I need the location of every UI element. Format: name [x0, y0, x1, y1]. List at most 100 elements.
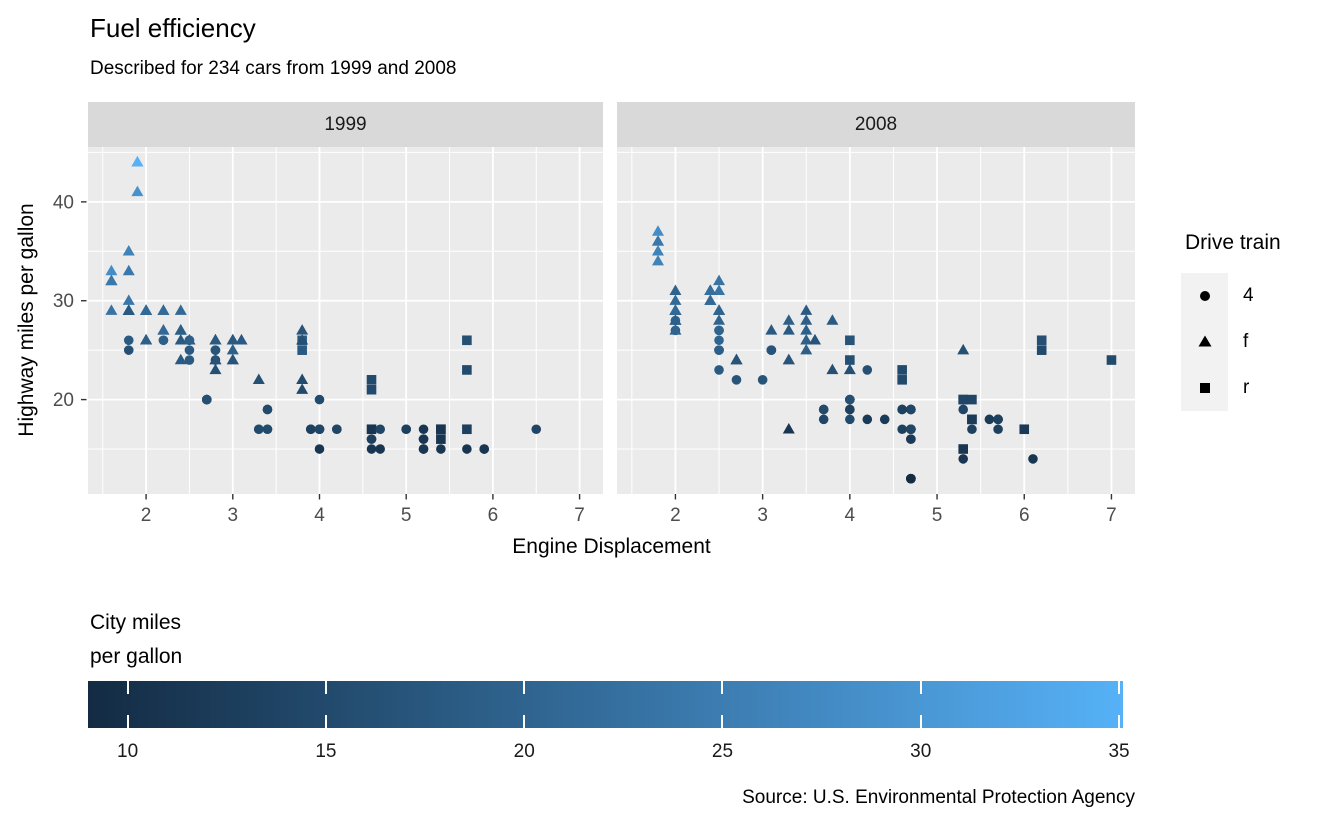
colorbar-tick	[721, 681, 724, 694]
data-point	[418, 424, 429, 435]
legend-key-label: r	[1243, 377, 1250, 398]
data-point	[993, 424, 1003, 435]
data-point	[993, 414, 1003, 425]
data-point	[800, 304, 813, 315]
data-point	[1019, 424, 1030, 435]
circle-key-icon	[1181, 273, 1228, 319]
data-point	[713, 314, 726, 325]
data-point	[157, 304, 170, 315]
data-point	[651, 254, 664, 266]
data-point	[314, 394, 325, 405]
colorbar-tick-label: 10	[117, 741, 139, 762]
data-point	[897, 375, 907, 385]
data-point	[306, 424, 316, 435]
data-point	[253, 424, 264, 435]
data-point	[131, 185, 144, 197]
data-point	[105, 264, 118, 276]
data-point	[713, 274, 726, 286]
data-point	[782, 324, 795, 335]
data-point	[436, 444, 446, 454]
data-point	[123, 335, 134, 346]
data-point	[845, 355, 855, 365]
data-point	[262, 404, 273, 415]
colorbar-tick-label: 30	[910, 741, 932, 762]
data-point	[235, 333, 248, 345]
colorbar-tick	[721, 715, 724, 728]
facet-strip-1999: 1999	[88, 102, 603, 147]
data-point	[314, 424, 325, 435]
y-tick-label: 40	[53, 192, 74, 213]
data-point	[906, 434, 916, 444]
data-point	[184, 345, 195, 355]
data-point	[531, 424, 542, 435]
data-point	[375, 424, 385, 435]
y-tick-label: 20	[53, 390, 74, 411]
data-point	[906, 424, 916, 435]
data-point	[105, 304, 118, 315]
data-point	[1028, 454, 1038, 464]
colorbar-tick	[1118, 715, 1121, 728]
data-point	[800, 324, 813, 335]
data-point	[122, 244, 135, 256]
data-point	[105, 274, 118, 286]
x-tick-label: 3	[228, 505, 239, 526]
data-point	[314, 444, 325, 454]
data-point	[984, 414, 995, 425]
x-tick-label: 5	[932, 505, 943, 526]
data-point	[713, 304, 726, 315]
data-point	[765, 324, 778, 335]
data-point	[366, 444, 377, 454]
data-point	[123, 345, 134, 355]
data-point	[226, 353, 239, 365]
y-tick-label: 30	[53, 291, 74, 312]
data-point	[714, 335, 724, 346]
data-point	[808, 333, 821, 345]
data-point	[296, 333, 309, 345]
data-point	[757, 375, 768, 385]
colorbar-tick	[523, 681, 526, 694]
data-point	[967, 394, 977, 405]
data-point	[669, 304, 682, 315]
data-point	[730, 353, 743, 365]
colorbar-tick-label: 15	[315, 741, 337, 762]
colorbar-tick	[126, 715, 129, 728]
data-point	[731, 375, 742, 385]
data-point	[862, 365, 873, 375]
data-point	[897, 424, 907, 435]
data-point	[252, 373, 265, 385]
data-point	[1036, 335, 1047, 346]
square-key-icon	[1181, 365, 1228, 411]
plot-subtitle: Described for 234 cars from 1999 and 200…	[90, 58, 457, 79]
x-tick-label: 3	[757, 505, 768, 526]
data-point	[897, 404, 907, 415]
data-point	[366, 434, 377, 444]
data-point	[651, 235, 664, 246]
colorbar-tick	[919, 681, 922, 694]
drive-train-legend-keys: 4 f r	[1181, 273, 1254, 411]
data-point	[651, 225, 664, 236]
data-point	[296, 324, 309, 335]
data-point	[845, 414, 855, 425]
legend-key-f: f	[1181, 319, 1254, 365]
data-point	[401, 424, 411, 435]
drive-train-legend-title: Drive train	[1185, 231, 1281, 254]
data-point	[957, 343, 970, 355]
data-point	[1106, 355, 1117, 365]
data-point	[375, 444, 385, 454]
triangle-key-icon	[1181, 319, 1228, 365]
data-point	[879, 414, 890, 425]
data-point	[800, 343, 813, 355]
data-point	[714, 325, 724, 336]
data-point	[174, 353, 187, 365]
data-point	[704, 294, 717, 305]
data-point	[436, 434, 446, 444]
x-tick-label: 2	[141, 505, 152, 526]
data-point	[122, 294, 135, 305]
data-point	[297, 345, 307, 355]
data-point	[366, 375, 377, 385]
legend-key-r: r	[1181, 365, 1254, 411]
data-point	[845, 335, 855, 346]
x-tick-label: 4	[314, 505, 325, 526]
data-point	[174, 324, 187, 335]
